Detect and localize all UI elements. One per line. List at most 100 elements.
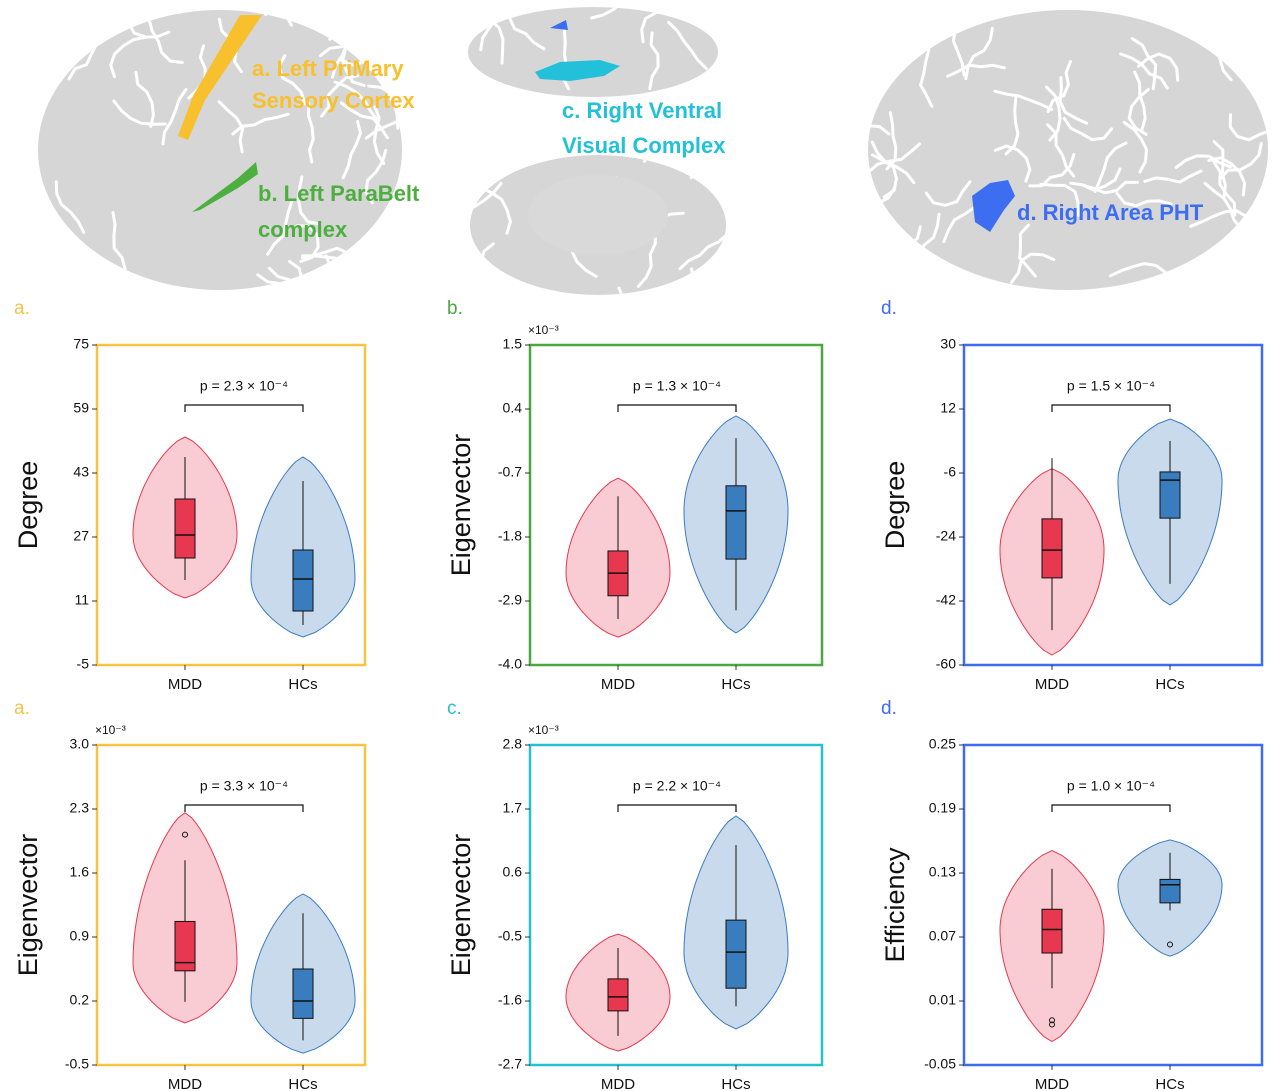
sulcus — [1239, 0, 1270, 16]
y-tick-label: -60 — [936, 656, 956, 672]
x-tick-label: MDD — [1035, 1076, 1069, 1091]
axis-multiplier: ×10⁻³ — [528, 723, 559, 737]
region-label: b. Left ParaBelt — [258, 181, 420, 206]
y-tick-label: 0.25 — [929, 736, 956, 752]
box — [1042, 519, 1062, 578]
panel-label: a. — [14, 698, 30, 719]
y-tick-label: 11 — [74, 592, 89, 608]
box — [175, 921, 195, 970]
sulcus — [476, 0, 508, 23]
y-tick-label: -2.7 — [498, 1056, 522, 1072]
chart-panel: c.Eigenvector×10⁻³-2.7-1.6-0.50.61.72.8M… — [446, 698, 822, 1091]
sulcus — [358, 251, 397, 295]
p-value-annotation: p = 2.2 × 10⁻⁴ — [633, 778, 721, 794]
y-tick-label: -0.5 — [498, 928, 522, 944]
y-axis-label: Degree — [13, 461, 43, 550]
box — [175, 499, 195, 558]
p-value-annotation: p = 2.3 × 10⁻⁴ — [200, 378, 288, 394]
y-tick-label: -1.8 — [498, 528, 522, 544]
significance-bracket — [1052, 805, 1170, 812]
x-tick-label: HCs — [288, 1076, 317, 1091]
y-tick-label: 0.4 — [503, 400, 523, 416]
p-value-annotation: p = 1.5 × 10⁻⁴ — [1067, 378, 1155, 394]
brain-images — [20, 0, 1276, 346]
sulcus — [281, 275, 318, 321]
y-tick-label: -24 — [936, 528, 956, 544]
x-tick-label: MDD — [601, 1076, 635, 1091]
y-tick-label: -42 — [936, 592, 956, 608]
y-tick-label: 0.07 — [929, 928, 956, 944]
y-tick-label: -2.9 — [498, 592, 522, 608]
panel-label: c. — [447, 698, 462, 719]
p-value-annotation: p = 1.0 × 10⁻⁴ — [1067, 778, 1155, 794]
significance-bracket — [618, 805, 736, 812]
axis-multiplier: ×10⁻³ — [95, 723, 126, 737]
box — [608, 979, 628, 1011]
sulcus — [358, 243, 406, 263]
sulcus — [329, 283, 354, 332]
y-tick-label: 0.13 — [929, 864, 956, 880]
region-label: c. Right Ventral — [562, 98, 722, 123]
sulcus — [266, 0, 292, 15]
x-tick-label: HCs — [1155, 1076, 1184, 1091]
x-tick-label: MDD — [601, 676, 635, 693]
sulcus — [616, 288, 624, 346]
p-value-annotation: p = 3.3 × 10⁻⁴ — [200, 778, 288, 794]
y-tick-label: 12 — [940, 400, 956, 416]
x-tick-label: HCs — [1155, 676, 1184, 693]
region-label: d. Right Area PHT — [1017, 200, 1204, 225]
x-tick-label: MDD — [168, 676, 202, 693]
axis-multiplier: ×10⁻³ — [528, 323, 559, 337]
figure: a. Left PriMarySensory Cortexb. Left Par… — [0, 0, 1280, 1091]
y-tick-label: -1.6 — [498, 992, 522, 1008]
y-tick-label: -0.5 — [65, 1056, 89, 1072]
y-tick-label: 2.3 — [70, 800, 90, 816]
x-tick-label: HCs — [721, 1076, 750, 1091]
box — [1160, 472, 1180, 518]
x-tick-label: MDD — [168, 1076, 202, 1091]
y-tick-label: 0.6 — [503, 864, 523, 880]
p-value-annotation: p = 1.3 × 10⁻⁴ — [633, 378, 721, 394]
sulcus — [1239, 13, 1276, 43]
y-tick-label: -0.7 — [498, 464, 522, 480]
sulcus — [691, 164, 744, 178]
sulcus — [286, 0, 299, 25]
significance-bracket — [185, 805, 303, 812]
x-tick-label: HCs — [288, 676, 317, 693]
brain-ventral-top — [468, 7, 718, 97]
region-label: complex — [258, 217, 348, 242]
chart-panel: d. Efficiency -0.05 0.01 0.07 0.13 0.19 0.25 MDD… — [880, 698, 1262, 1091]
sulcus — [336, 263, 393, 269]
y-tick-label: -5 — [77, 656, 90, 672]
y-tick-label: 0.01 — [929, 992, 956, 1008]
y-axis-label: Eigenvector — [446, 434, 476, 577]
x-tick-label: HCs — [721, 676, 750, 693]
significance-bracket — [618, 405, 736, 412]
y-tick-label: 0.19 — [929, 800, 956, 816]
box — [726, 486, 746, 559]
chart-panel: b.Eigenvector×10⁻³-4.0-2.9-1.8-0.70.41.5… — [446, 298, 822, 693]
panel-label: a. — [14, 298, 30, 319]
significance-bracket — [1052, 405, 1170, 412]
sulcus — [20, 0, 67, 10]
significance-bracket — [185, 405, 303, 412]
y-tick-label: 59 — [73, 400, 89, 416]
panel-label: b. — [447, 298, 463, 319]
charts: a.Degree-51127435975MDDHCsp = 2.3 × 10⁻⁴… — [13, 298, 1262, 1091]
y-axis-label: Efficiency — [880, 847, 910, 963]
panel-label: d. — [881, 698, 897, 719]
brain-medial-wall — [528, 175, 668, 255]
box — [726, 920, 746, 988]
y-tick-label: -0.05 — [924, 1056, 956, 1072]
sulcus — [692, 269, 706, 327]
y-axis-label: Eigenvector — [446, 834, 476, 977]
region-label: Sensory Cortex — [252, 88, 415, 113]
y-tick-label: 0.9 — [70, 928, 90, 944]
chart-panel: a.Degree-51127435975MDDHCsp = 2.3 × 10⁻⁴ — [13, 298, 365, 693]
y-tick-label: 43 — [73, 464, 89, 480]
y-tick-label: 27 — [73, 528, 89, 544]
box — [293, 969, 313, 1018]
y-tick-label: 3.0 — [70, 736, 90, 752]
sulcus — [35, 268, 42, 327]
